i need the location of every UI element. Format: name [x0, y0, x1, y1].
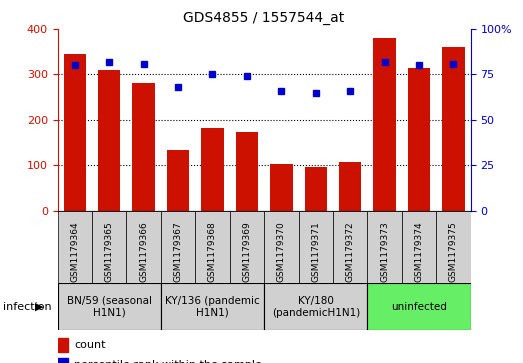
Bar [402, 211, 436, 283]
Bar [264, 283, 367, 330]
Text: ▶: ▶ [35, 302, 43, 312]
Text: GSM1179367: GSM1179367 [174, 221, 183, 282]
Text: percentile rank within the sample: percentile rank within the sample [74, 360, 262, 363]
Text: infection: infection [3, 302, 51, 312]
Bar [161, 211, 195, 283]
Text: BN/59 (seasonal
H1N1): BN/59 (seasonal H1N1) [66, 296, 152, 318]
Bar [58, 211, 92, 283]
Text: GSM1179370: GSM1179370 [277, 221, 286, 282]
Text: GSM1179366: GSM1179366 [139, 221, 148, 282]
Bar [98, 70, 120, 211]
Bar [333, 211, 367, 283]
Bar [64, 54, 86, 211]
Bar [339, 163, 361, 211]
Bar [92, 211, 127, 283]
Title: GDS4855 / 1557544_at: GDS4855 / 1557544_at [184, 11, 345, 25]
Bar [58, 338, 68, 352]
Text: GSM1179375: GSM1179375 [449, 221, 458, 282]
Text: GSM1179365: GSM1179365 [105, 221, 113, 282]
Text: KY/136 (pandemic
H1N1): KY/136 (pandemic H1N1) [165, 296, 260, 318]
Bar [367, 211, 402, 283]
Bar [167, 150, 189, 211]
Bar [436, 211, 471, 283]
Bar [58, 358, 68, 363]
Bar [201, 127, 224, 211]
Text: GSM1179364: GSM1179364 [70, 221, 79, 282]
Bar [127, 211, 161, 283]
Text: KY/180
(pandemicH1N1): KY/180 (pandemicH1N1) [271, 296, 360, 318]
Bar [270, 164, 292, 211]
Bar [304, 167, 327, 211]
Bar [58, 283, 161, 330]
Bar [230, 211, 264, 283]
Bar [264, 211, 299, 283]
Text: GSM1179372: GSM1179372 [346, 221, 355, 282]
Text: count: count [74, 340, 106, 350]
Text: GSM1179374: GSM1179374 [415, 221, 424, 282]
Bar [373, 38, 396, 211]
Bar [195, 211, 230, 283]
Bar [236, 132, 258, 211]
Bar [132, 83, 155, 211]
Bar [408, 68, 430, 211]
Bar [161, 283, 264, 330]
Bar [442, 47, 464, 211]
Text: GSM1179373: GSM1179373 [380, 221, 389, 282]
Text: GSM1179371: GSM1179371 [311, 221, 320, 282]
Bar [367, 283, 471, 330]
Text: uninfected: uninfected [391, 302, 447, 312]
Bar [299, 211, 333, 283]
Text: GSM1179369: GSM1179369 [242, 221, 252, 282]
Text: GSM1179368: GSM1179368 [208, 221, 217, 282]
